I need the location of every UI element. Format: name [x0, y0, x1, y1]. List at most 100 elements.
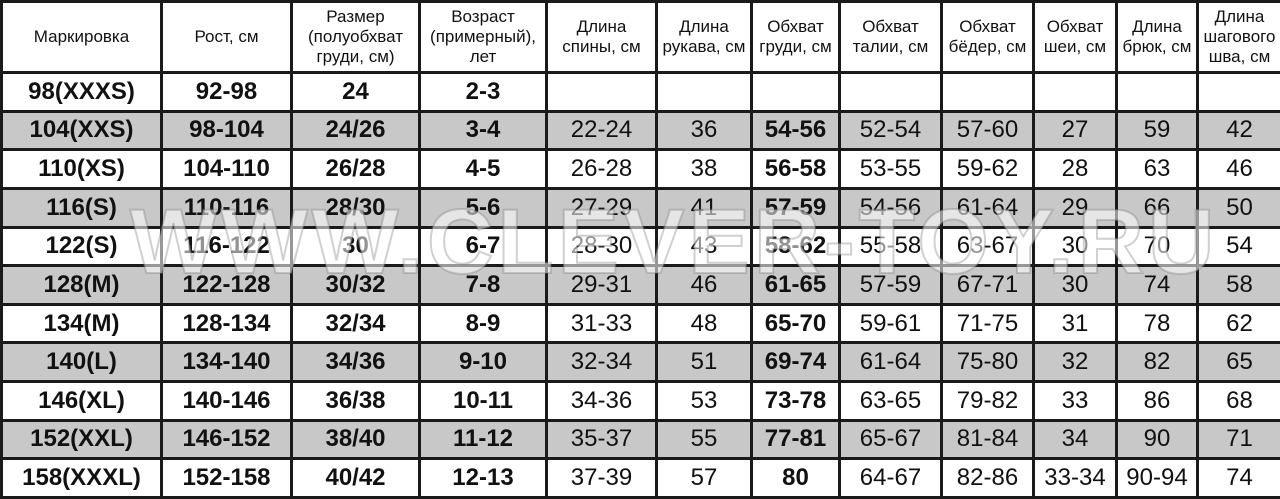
- cell-size: 38/40: [290, 418, 421, 461]
- cell-waist: 53-55: [838, 148, 943, 190]
- cell-hips: 61-64: [940, 186, 1035, 229]
- cell-trouser-length: 66: [1115, 186, 1199, 229]
- cell-marking: 104(XXS): [0, 109, 163, 152]
- header-age: Возраст (примерный), лет: [418, 0, 548, 74]
- cell-back-length: 26-28: [545, 148, 658, 190]
- cell-trouser-length: 82: [1115, 341, 1199, 383]
- cell-age: 4-5: [418, 148, 548, 190]
- cell-inseam: 50: [1196, 186, 1280, 229]
- cell-trouser-length: 74: [1115, 264, 1199, 306]
- header-marking: Маркировка: [0, 0, 163, 74]
- cell-chest: 58-62: [750, 225, 841, 268]
- header-row: Маркировка Рост, см Размер (полуобхват гру…: [0, 0, 1280, 74]
- cell-sleeve-length: 51: [655, 341, 753, 383]
- cell-marking: 98(XXXS): [0, 71, 163, 113]
- cell-chest: 80: [750, 457, 841, 499]
- cell-inseam: [1196, 71, 1280, 113]
- cell-inseam: 58: [1196, 264, 1280, 306]
- cell-marking: 128(M): [0, 264, 163, 306]
- cell-sleeve-length: 43: [655, 225, 753, 268]
- cell-waist: [838, 71, 943, 113]
- cell-hips: 75-80: [940, 341, 1035, 383]
- cell-hips: 59-62: [940, 148, 1035, 190]
- cell-height: 128-134: [160, 302, 293, 345]
- cell-sleeve-length: 46: [655, 264, 753, 306]
- cell-sleeve-length: 57: [655, 457, 753, 499]
- cell-sleeve-length: 55: [655, 418, 753, 461]
- cell-height: 152-158: [160, 457, 293, 499]
- cell-sleeve-length: [655, 71, 753, 113]
- cell-chest: 65-70: [750, 302, 841, 345]
- cell-waist: 63-65: [838, 380, 943, 422]
- cell-marking: 110(XS): [0, 148, 163, 190]
- cell-size: 34/36: [290, 341, 421, 383]
- cell-trouser-length: 90: [1115, 418, 1199, 461]
- cell-marking: 116(S): [0, 186, 163, 229]
- table-row: 110(XS) 104-110 26/28 4-5 26-28 38 56-58 53-55 5…: [0, 148, 1280, 190]
- cell-size: 30: [290, 225, 421, 268]
- cell-height: 104-110: [160, 148, 293, 190]
- cell-age: 6-7: [418, 225, 548, 268]
- cell-inseam: 65: [1196, 341, 1280, 383]
- header-chest: Обхват груди, см: [750, 0, 841, 74]
- cell-trouser-length: 63: [1115, 148, 1199, 190]
- cell-marking: 146(XL): [0, 380, 163, 422]
- cell-size: 24/26: [290, 109, 421, 152]
- table-row: 98(XXXS) 92-98 24 2-3: [0, 71, 1280, 113]
- cell-waist: 57-59: [838, 264, 943, 306]
- cell-height: 140-146: [160, 380, 293, 422]
- table-row: 116(S) 110-116 28/30 5-6 27-29 41 57-59 54-56 61…: [0, 186, 1280, 229]
- cell-back-length: 32-34: [545, 341, 658, 383]
- cell-age: 8-9: [418, 302, 548, 345]
- cell-trouser-length: [1115, 71, 1199, 113]
- table-row: 158(XXXL) 152-158 40/42 12-13 37-39 57 80 64-67…: [0, 457, 1280, 499]
- cell-back-length: 27-29: [545, 186, 658, 229]
- cell-marking: 152(XXL): [0, 418, 163, 461]
- cell-chest: 69-74: [750, 341, 841, 383]
- cell-neck: 30: [1032, 225, 1118, 268]
- cell-size: 32/34: [290, 302, 421, 345]
- cell-age: 10-11: [418, 380, 548, 422]
- cell-sleeve-length: 36: [655, 109, 753, 152]
- header-back-length: Длина спины, см: [545, 0, 658, 74]
- cell-hips: 81-84: [940, 418, 1035, 461]
- cell-waist: 54-56: [838, 186, 943, 229]
- cell-hips: 79-82: [940, 380, 1035, 422]
- cell-neck: 32: [1032, 341, 1118, 383]
- cell-height: 122-128: [160, 264, 293, 306]
- cell-inseam: 54: [1196, 225, 1280, 268]
- cell-marking: 122(S): [0, 225, 163, 268]
- cell-inseam: 74: [1196, 457, 1280, 499]
- cell-trouser-length: 70: [1115, 225, 1199, 268]
- cell-height: 116-122: [160, 225, 293, 268]
- cell-back-length: 31-33: [545, 302, 658, 345]
- cell-back-length: 34-36: [545, 380, 658, 422]
- cell-hips: 67-71: [940, 264, 1035, 306]
- cell-waist: 52-54: [838, 109, 943, 152]
- cell-age: 9-10: [418, 341, 548, 383]
- cell-trouser-length: 78: [1115, 302, 1199, 345]
- cell-neck: 27: [1032, 109, 1118, 152]
- cell-sleeve-length: 41: [655, 186, 753, 229]
- cell-neck: 30: [1032, 264, 1118, 306]
- cell-age: 12-13: [418, 457, 548, 499]
- header-sleeve-length: Длина рукава, см: [655, 0, 753, 74]
- cell-marking: 158(XXXL): [0, 457, 163, 499]
- header-inseam: Длина шагового шва, см: [1196, 0, 1280, 74]
- table-row: 128(M) 122-128 30/32 7-8 29-31 46 61-65 57-59 67…: [0, 264, 1280, 306]
- cell-waist: 55-58: [838, 225, 943, 268]
- table-row: 146(XL) 140-146 36/38 10-11 34-36 53 73-78 63-6…: [0, 380, 1280, 422]
- cell-height: 98-104: [160, 109, 293, 152]
- table-row: 140(L) 134-140 34/36 9-10 32-34 51 69-74 61-64 7…: [0, 341, 1280, 383]
- cell-height: 92-98: [160, 71, 293, 113]
- header-neck: Обхват шеи, см: [1032, 0, 1118, 74]
- table-row: 122(S) 116-122 30 6-7 28-30 43 58-62 55-58 63-67…: [0, 225, 1280, 268]
- cell-marking: 134(M): [0, 302, 163, 345]
- header-trouser-length: Длина брюк, см: [1115, 0, 1199, 74]
- cell-waist: 65-67: [838, 418, 943, 461]
- cell-size: 30/32: [290, 264, 421, 306]
- cell-neck: [1032, 71, 1118, 113]
- cell-size: 26/28: [290, 148, 421, 190]
- cell-inseam: 71: [1196, 418, 1280, 461]
